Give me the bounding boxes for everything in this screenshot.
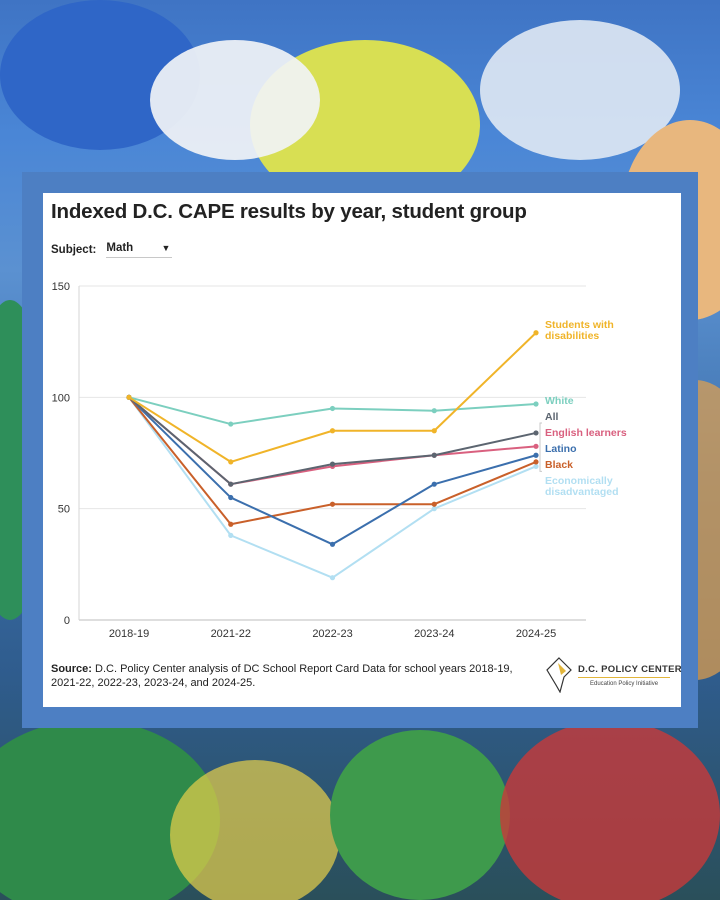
data-point <box>329 541 336 547</box>
chart-card <box>43 193 681 707</box>
data-point <box>431 481 437 487</box>
data-point <box>431 408 437 414</box>
chart-grid <box>78 285 586 621</box>
y-axis-ticks: 0 50 100 150 <box>52 281 70 627</box>
y-tick-label: 50 <box>58 504 70 516</box>
chart-title: Indexed D.C. CAPE results by year, stude… <box>51 200 527 223</box>
data-point <box>228 459 234 465</box>
subject-select[interactable]: Math ▼ <box>106 242 173 258</box>
logo-subtitle: Education Policy Initiative <box>590 681 659 687</box>
source-text: D.C. Policy Center analysis of DC School… <box>51 663 513 689</box>
series-label: Students with disabilities <box>545 319 614 342</box>
x-tick-label: 2022-23 <box>312 628 352 640</box>
logo-rule <box>578 677 670 678</box>
x-tick-label: 2021-22 <box>211 628 251 640</box>
logo-name: D.C. POLICY CENTER <box>578 664 682 675</box>
data-point <box>533 452 539 458</box>
y-tick-label: 0 <box>64 615 70 627</box>
data-point <box>228 421 234 427</box>
data-point <box>329 461 336 467</box>
x-tick-label: 2023-24 <box>414 628 454 640</box>
data-point <box>431 506 437 512</box>
data-point <box>533 459 539 465</box>
data-point <box>228 521 234 527</box>
data-point <box>431 428 437 434</box>
data-point <box>431 501 437 507</box>
source-note: Source: D.C. Policy Center analysis of D… <box>51 662 541 690</box>
series-label: English learners <box>545 427 627 439</box>
data-point <box>533 463 539 469</box>
x-tick-label: 2024-25 <box>516 628 556 640</box>
series-label: Black <box>545 459 573 471</box>
y-tick-label: 100 <box>52 392 70 404</box>
series-label: Economically disadvantaged <box>545 475 619 498</box>
data-point <box>329 428 336 434</box>
series-label: White <box>545 395 574 407</box>
dc-map-icon <box>546 657 572 693</box>
x-tick-label: 2018-19 <box>109 628 149 640</box>
x-axis-ticks: 2018-19 2021-22 2022-23 2023-24 2024-25 <box>109 628 556 640</box>
data-point <box>329 405 336 412</box>
subject-selected-value: Math <box>106 242 134 254</box>
series-label: Latino <box>545 443 577 455</box>
series-line <box>128 396 537 546</box>
data-point <box>533 443 539 449</box>
data-point <box>329 501 336 507</box>
data-point <box>533 330 539 336</box>
data-point <box>228 481 234 487</box>
series-labels: Students with disabilities White All English… <box>539 319 627 498</box>
dc-policy-center-logo: D.C. POLICY CENTER Education Policy Init… <box>546 657 682 693</box>
data-point <box>533 401 539 407</box>
series-label: All <box>545 411 559 423</box>
data-point <box>329 575 336 581</box>
subject-label: Subject: <box>51 244 97 256</box>
source-label: Source: <box>51 663 92 675</box>
label-bracket <box>539 422 542 472</box>
data-point <box>431 452 437 458</box>
data-point <box>228 494 234 501</box>
y-tick-label: 150 <box>52 281 70 293</box>
chart-series <box>126 330 539 581</box>
data-point <box>126 394 132 400</box>
caret-down-icon: ▼ <box>161 243 171 253</box>
subject-filter: Subject: Math ▼ <box>51 242 173 258</box>
data-point <box>228 532 234 538</box>
data-point <box>533 430 539 436</box>
